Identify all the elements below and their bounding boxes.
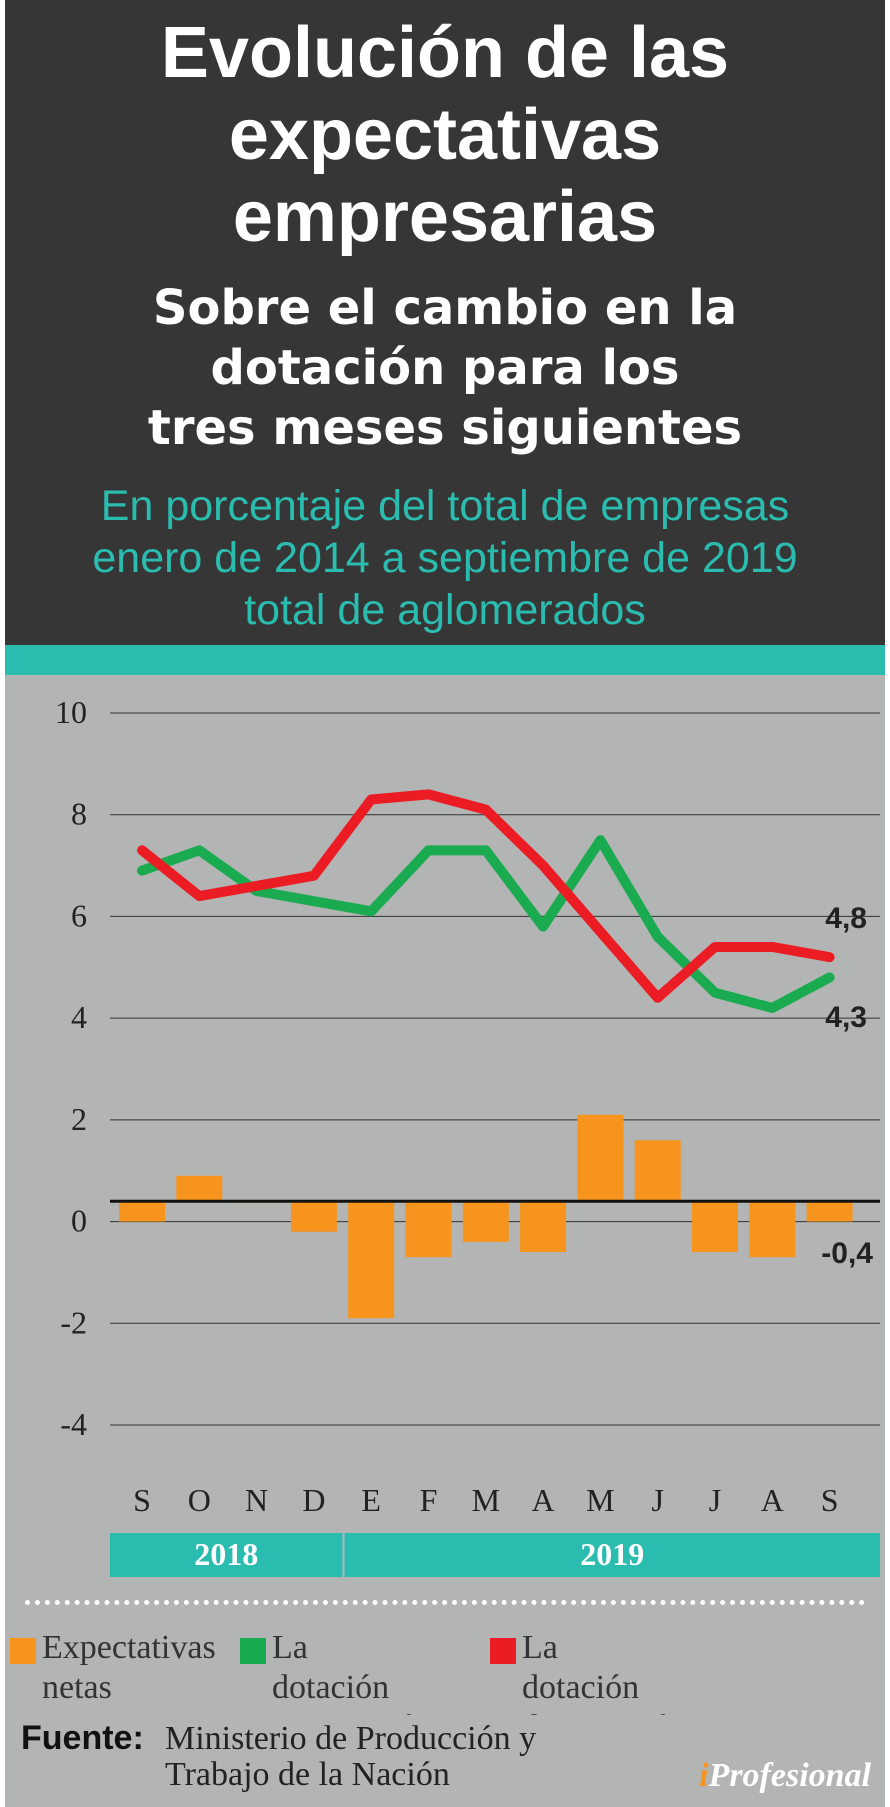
chart-subtitle: Sobre el cambio en la dotación para los … <box>147 280 743 456</box>
year-label: 2018 <box>194 1536 258 1572</box>
bar <box>749 1201 796 1258</box>
y-tick-label: 0 <box>71 1203 87 1239</box>
accent-band <box>5 645 885 675</box>
bar <box>634 1140 681 1202</box>
x-tick-label: A <box>761 1482 784 1518</box>
bar <box>348 1201 395 1319</box>
data-label: 4,3 <box>825 1001 867 1034</box>
header-panel: Evolución de las expectativas empresaria… <box>5 0 885 645</box>
x-tick-label: S <box>133 1482 151 1518</box>
year-band <box>110 1533 343 1577</box>
series-line <box>137 835 835 1013</box>
bar <box>405 1201 452 1258</box>
legend-swatch-green <box>240 1638 266 1664</box>
x-tick-label: S <box>821 1482 839 1518</box>
legend-label: Expectativas netas <box>42 1629 216 1706</box>
x-tick-label: F <box>420 1482 438 1518</box>
brand-logo-i: i <box>699 1757 709 1794</box>
y-tick-label: 10 <box>55 694 87 730</box>
x-tick-label: M <box>472 1482 500 1518</box>
chart-title: Evolución de las expectativas empresaria… <box>160 13 730 257</box>
year-band <box>344 1533 880 1577</box>
bar <box>176 1175 223 1202</box>
y-tick-label: -4 <box>60 1406 87 1442</box>
x-tick-label: N <box>245 1482 268 1518</box>
bar <box>577 1114 624 1202</box>
legend-swatch-orange <box>10 1638 36 1664</box>
y-tick-label: 2 <box>71 1101 87 1137</box>
x-tick-label: M <box>586 1482 614 1518</box>
chart-panel: 10 8 6 4 2 0 -2 -4 4,8 4,3 -0,4 S O N D E F M A M J J A S 2018 20… <box>5 675 885 1715</box>
bar <box>119 1201 165 1222</box>
source-label: Fuente: <box>21 1719 144 1757</box>
year-label: 2019 <box>580 1536 644 1572</box>
y-tick-label: 4 <box>71 999 87 1035</box>
brand-logo: iProfesional <box>699 1757 871 1795</box>
data-label: 4,8 <box>825 902 867 935</box>
x-tick-label: J <box>709 1482 721 1518</box>
x-tick-label: D <box>302 1482 325 1518</box>
bar <box>520 1201 567 1253</box>
brand-logo-text: Profesional <box>708 1757 871 1794</box>
x-tick-label: E <box>361 1482 381 1518</box>
x-tick-label: A <box>532 1482 555 1518</box>
y-tick-label: 8 <box>71 796 87 832</box>
footer: Fuente: Ministerio de Producción y Traba… <box>5 1715 885 1807</box>
bar <box>806 1201 853 1222</box>
legend-separator <box>25 1600 865 1605</box>
series-line <box>137 789 835 1003</box>
y-tick-label: -2 <box>60 1304 87 1340</box>
chart-description: En porcentaje del total de empresas ener… <box>92 482 798 634</box>
source-text: Ministerio de Producción y Trabajo de la… <box>165 1720 537 1793</box>
bar <box>462 1201 509 1242</box>
legend-swatch-red <box>490 1638 516 1664</box>
y-tick-label: 6 <box>71 897 87 933</box>
x-tick-label: J <box>651 1482 663 1518</box>
bar <box>290 1201 337 1232</box>
data-label: -0,4 <box>821 1237 873 1270</box>
x-tick-label: O <box>188 1482 211 1518</box>
bar <box>692 1201 738 1253</box>
